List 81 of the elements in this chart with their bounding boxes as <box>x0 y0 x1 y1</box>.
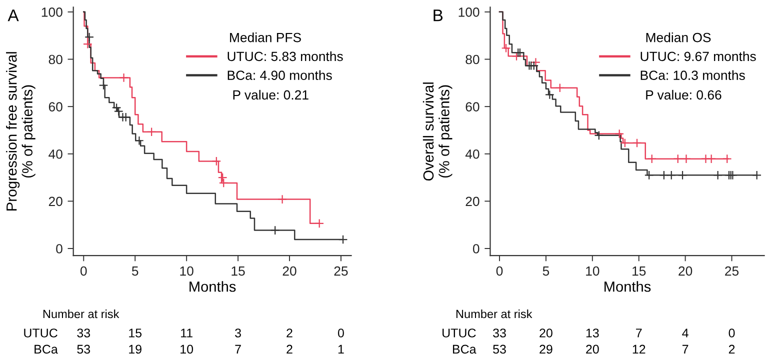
y-axis-title: Progression free survival (% of patients) <box>6 52 36 210</box>
point <box>114 106 124 116</box>
legend-label: BCa: 10.3 months <box>640 70 745 80</box>
point <box>659 170 669 180</box>
annotation: P value: 0.21 <box>233 90 308 100</box>
point <box>218 172 228 182</box>
y-tick-label: 40 <box>48 149 62 159</box>
legend-title: Median PFS <box>230 32 301 42</box>
point <box>119 72 128 82</box>
point <box>644 170 654 180</box>
legend-label: UTUC: 5.83 months <box>228 51 343 62</box>
point <box>673 154 683 164</box>
point <box>614 129 624 138</box>
point <box>134 136 144 146</box>
annotation: P value: 0.66 <box>646 90 722 100</box>
y-tick-label: 20 <box>48 196 62 206</box>
text: BCa 53 19 10 7 2 1 <box>34 344 344 354</box>
point <box>531 58 540 68</box>
y-tick-label: 100 <box>458 8 480 17</box>
legend-label: UTUC: 9.67 months <box>640 51 756 62</box>
point <box>338 234 348 244</box>
chart-title: A <box>8 10 19 22</box>
x-tick-label: 5 <box>132 266 138 276</box>
x-tick-label: 0 <box>496 266 503 276</box>
point <box>212 156 222 166</box>
point <box>112 103 122 112</box>
point <box>706 154 716 164</box>
y-tick-label: 80 <box>48 54 62 64</box>
point <box>544 90 554 100</box>
point <box>678 170 688 180</box>
legend-title: Median OS <box>646 32 711 42</box>
x-tick-label: 15 <box>232 266 245 276</box>
y-tick-label: 60 <box>48 102 62 112</box>
x-tick-label: 10 <box>180 266 194 276</box>
point <box>84 32 94 42</box>
point <box>713 170 723 180</box>
text: BCa 53 29 20 12 7 2 <box>452 344 735 354</box>
point <box>314 218 324 228</box>
y-tick-label: 0 <box>472 244 480 254</box>
y-tick-label: 80 <box>466 54 480 64</box>
text: UTUC 33 20 13 7 4 0 <box>442 328 735 338</box>
point <box>682 154 691 164</box>
chart-title: B <box>434 10 443 22</box>
point <box>278 194 288 204</box>
point <box>722 154 732 164</box>
point <box>555 83 565 93</box>
legend-label: BCa: 4.90 months <box>228 70 332 80</box>
x-tick-label: 5 <box>542 266 550 276</box>
x-tick-label: 15 <box>632 266 646 276</box>
text: Number at risk <box>43 309 120 318</box>
y-axis-title: Overall survival (% of patients) <box>422 82 452 181</box>
x-tick-label: 0 <box>80 266 87 276</box>
point <box>666 170 676 180</box>
point <box>82 39 92 49</box>
x-tick-label: 25 <box>725 266 739 276</box>
point <box>98 80 108 90</box>
point <box>146 127 156 137</box>
point <box>218 178 228 188</box>
x-axis-title: Months <box>604 281 651 292</box>
point <box>594 130 604 140</box>
text: UTUC 33 15 11 3 2 0 <box>24 328 344 338</box>
x-tick-label: 20 <box>678 266 692 276</box>
y-tick-label: 100 <box>42 8 62 17</box>
y-tick-label: 40 <box>465 149 480 159</box>
point <box>632 138 642 148</box>
y-tick-label: 20 <box>466 196 480 206</box>
point <box>647 154 657 164</box>
x-tick-label: 10 <box>586 266 600 276</box>
x-tick-label: 25 <box>334 266 348 276</box>
point <box>529 60 539 70</box>
point <box>270 226 280 236</box>
point <box>501 43 511 53</box>
point <box>121 112 131 122</box>
point <box>512 51 522 61</box>
y-tick-label: 60 <box>466 102 480 112</box>
text: Number at risk <box>456 309 532 318</box>
point <box>752 170 762 180</box>
x-axis-title: Months <box>190 281 236 292</box>
y-tick-label: 0 <box>56 244 62 254</box>
point <box>620 138 630 148</box>
x-tick-label: 20 <box>282 266 296 276</box>
